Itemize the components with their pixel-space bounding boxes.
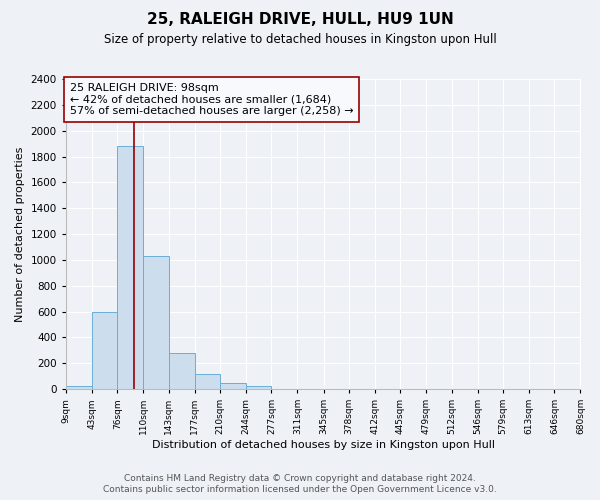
Text: 25 RALEIGH DRIVE: 98sqm
← 42% of detached houses are smaller (1,684)
57% of semi: 25 RALEIGH DRIVE: 98sqm ← 42% of detache… <box>70 83 353 116</box>
Bar <box>169 353 194 389</box>
Bar <box>246 386 271 389</box>
Text: Size of property relative to detached houses in Kingston upon Hull: Size of property relative to detached ho… <box>104 32 496 46</box>
X-axis label: Distribution of detached houses by size in Kingston upon Hull: Distribution of detached houses by size … <box>152 440 494 450</box>
Bar <box>117 146 143 389</box>
Text: Contains HM Land Registry data © Crown copyright and database right 2024.
Contai: Contains HM Land Registry data © Crown c… <box>103 474 497 494</box>
Bar <box>66 386 92 389</box>
Bar <box>194 374 220 389</box>
Bar <box>220 382 246 389</box>
Bar <box>143 256 169 389</box>
Text: 25, RALEIGH DRIVE, HULL, HU9 1UN: 25, RALEIGH DRIVE, HULL, HU9 1UN <box>146 12 454 28</box>
Y-axis label: Number of detached properties: Number of detached properties <box>15 146 25 322</box>
Bar <box>92 312 117 389</box>
